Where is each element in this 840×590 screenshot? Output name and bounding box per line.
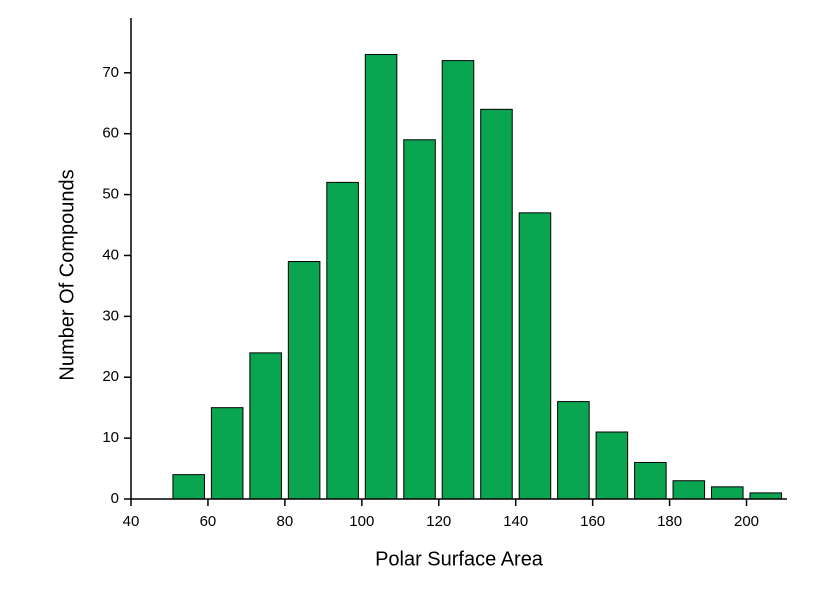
bar <box>595 431 629 500</box>
bar <box>518 212 552 500</box>
bar <box>249 352 282 500</box>
bar <box>749 492 783 500</box>
x-tick-label: 160 <box>580 513 605 530</box>
x-tick-label: 120 <box>426 513 451 530</box>
x-tick-label: 80 <box>277 513 294 530</box>
x-axis-title: Polar Surface Area <box>375 548 544 570</box>
bar <box>480 108 513 500</box>
bar <box>287 261 321 500</box>
y-tick-label: 60 <box>102 125 119 142</box>
bar <box>634 461 667 500</box>
bar <box>441 60 475 500</box>
x-tick-label: 180 <box>657 513 682 530</box>
bar <box>557 401 590 500</box>
bar <box>364 54 398 500</box>
y-tick-label: 20 <box>102 368 119 385</box>
x-tick-label: 100 <box>349 513 374 530</box>
bar <box>672 480 706 500</box>
x-tick-label: 140 <box>503 513 528 530</box>
bar <box>172 474 205 500</box>
y-tick-label: 10 <box>102 429 119 446</box>
bar <box>403 139 436 500</box>
y-axis-title: Number Of Compounds <box>56 169 78 380</box>
x-tick-label: 200 <box>734 513 759 530</box>
y-tick-label: 0 <box>111 490 119 507</box>
x-tick-label: 40 <box>123 513 140 530</box>
bar <box>210 407 244 500</box>
y-tick-label: 50 <box>102 186 119 203</box>
y-tick-label: 40 <box>102 246 119 263</box>
bar <box>326 181 359 500</box>
y-tick-label: 70 <box>102 64 119 81</box>
bar <box>711 486 744 500</box>
x-tick-label: 60 <box>200 513 217 530</box>
y-tick-label: 30 <box>102 307 119 324</box>
